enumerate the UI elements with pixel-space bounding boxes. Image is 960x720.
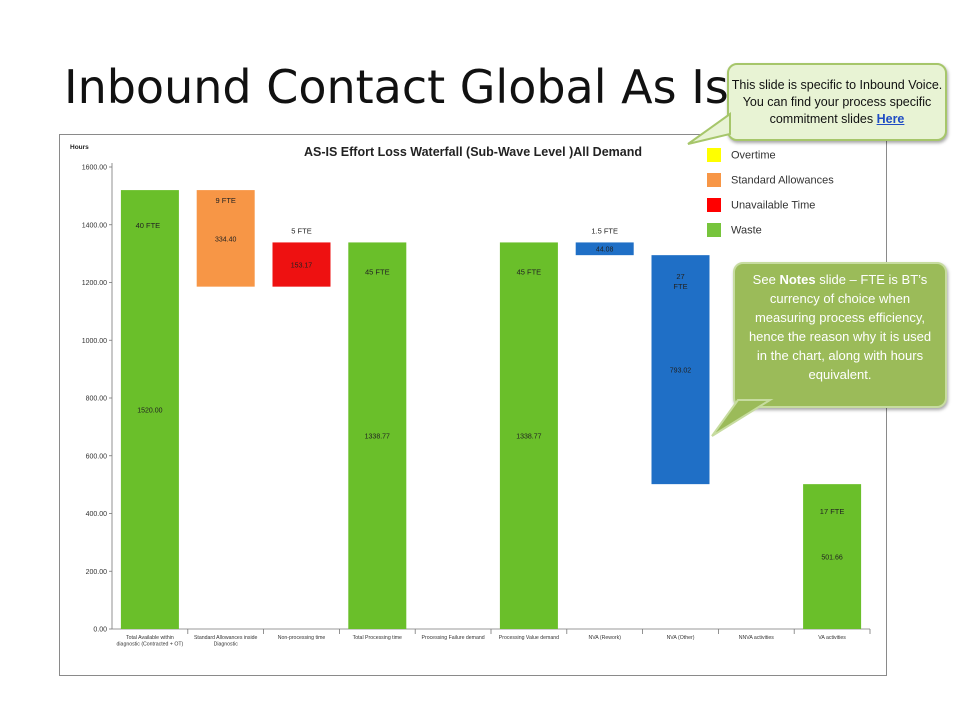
callout-fte-note: See Notes slide – FTE is BT’s currency o… bbox=[733, 262, 947, 408]
x-tick-label-line: NVA (Rework) bbox=[588, 635, 621, 641]
callout-fte-bold: Notes bbox=[779, 272, 816, 287]
bar-10 bbox=[803, 484, 862, 629]
legend-swatch bbox=[707, 198, 721, 212]
slide-title: Inbound Contact Global As Is W bbox=[64, 60, 789, 114]
here-link[interactable]: Here bbox=[876, 112, 905, 126]
bar-7 bbox=[575, 242, 634, 256]
x-tick-label: NVA (Other) bbox=[667, 635, 695, 641]
x-tick-label-line: VA activities bbox=[818, 635, 846, 641]
x-tick-label-line: Processing Value demand bbox=[499, 635, 559, 641]
bar-value-label: 44.08 bbox=[596, 246, 614, 253]
bar-fte-label: 9 FTE bbox=[215, 196, 235, 205]
bar-value-label: 1520.00 bbox=[137, 408, 162, 415]
legend-label: Unavailable Time bbox=[731, 200, 815, 212]
bar-fte-label: 27 bbox=[676, 272, 684, 281]
callout-inbound-voice-text: This slide is specific to Inbound Voice.… bbox=[731, 78, 943, 126]
bar-6 bbox=[499, 242, 558, 629]
x-tick-label-line: Diagnostic bbox=[214, 642, 239, 648]
bar-value-label: 334.40 bbox=[215, 236, 237, 243]
bar-fte-label: 45 FTE bbox=[517, 267, 542, 276]
bar-fte-label: 17 FTE bbox=[820, 507, 845, 516]
bar-fte-label: 1.5 FTE bbox=[591, 226, 618, 235]
x-tick-label: Non-processing time bbox=[278, 635, 326, 641]
x-tick-label: Total Available within diagnostic (Contra… bbox=[117, 635, 184, 648]
y-tick-label: 1200.00 bbox=[82, 280, 107, 287]
x-tick-label-line: Non-processing time bbox=[278, 635, 326, 641]
x-tick-label-line: Standard Allowances inside bbox=[194, 635, 258, 641]
bar-fte-label-unit: FTE bbox=[673, 282, 687, 291]
x-tick-label: NVA (Rework) bbox=[588, 635, 621, 641]
x-tick-label: Total Processing time bbox=[353, 635, 402, 641]
x-tick-label: Standard Allowances inside Diagnostic bbox=[194, 635, 258, 648]
bar-4 bbox=[348, 242, 407, 629]
bar-fte-label: 40 FTE bbox=[136, 221, 161, 230]
chart-svg: AS-IS Effort Loss Waterfall (Sub-Wave Le… bbox=[70, 144, 871, 648]
y-axis-label: Hours bbox=[70, 144, 89, 151]
x-tick-label: Processing Value demand bbox=[499, 635, 559, 641]
y-tick-label: 200.00 bbox=[86, 569, 108, 576]
chart-title: AS-IS Effort Loss Waterfall (Sub-Wave Le… bbox=[304, 145, 642, 159]
bar-2 bbox=[196, 190, 255, 287]
bar-8 bbox=[651, 255, 710, 485]
y-tick-label: 1000.00 bbox=[82, 338, 107, 345]
bar-value-label: 793.02 bbox=[670, 368, 692, 375]
x-tick-label-line: diagnostic (Contracted + OT) bbox=[117, 642, 184, 648]
bar-1 bbox=[120, 190, 179, 629]
x-tick-label-line: NVA (Other) bbox=[667, 635, 695, 641]
bar-value-label: 153.17 bbox=[291, 263, 313, 270]
x-tick-label-line: NNVA activities bbox=[739, 635, 774, 641]
bar-fte-label: 45 FTE bbox=[365, 267, 390, 276]
legend-swatch bbox=[707, 148, 721, 162]
legend-label: Standard Allowances bbox=[731, 175, 834, 187]
y-tick-label: 1400.00 bbox=[82, 222, 107, 229]
callout-fte-text: slide – FTE is BT’s currency of choice w… bbox=[748, 272, 932, 382]
bar-value-label: 1338.77 bbox=[365, 434, 390, 441]
y-tick-label: 400.00 bbox=[86, 511, 108, 518]
y-tick-label: 0.00 bbox=[93, 627, 107, 634]
legend-swatch bbox=[707, 173, 721, 187]
x-tick-label: NNVA activities bbox=[739, 635, 774, 641]
legend-swatch bbox=[707, 223, 721, 237]
x-tick-label-line: Total Available within bbox=[126, 635, 174, 641]
x-tick-label-line: Total Processing time bbox=[353, 635, 402, 641]
y-tick-label: 800.00 bbox=[86, 396, 108, 403]
bar-fte-label: 5 FTE bbox=[291, 226, 311, 235]
x-tick-label-line: Processing Failure demand bbox=[422, 635, 485, 641]
bar-value-label: 501.66 bbox=[821, 555, 843, 562]
callout-inbound-voice: This slide is specific to Inbound Voice.… bbox=[727, 63, 947, 141]
y-tick-label: 600.00 bbox=[86, 453, 108, 460]
bar-value-label: 1338.77 bbox=[516, 434, 541, 441]
bar-3 bbox=[272, 242, 331, 287]
legend-label: Waste bbox=[731, 225, 762, 237]
callout-inbound-voice-tail bbox=[687, 112, 731, 145]
x-tick-label: Processing Failure demand bbox=[422, 635, 485, 641]
x-tick-label: VA activities bbox=[818, 635, 846, 641]
callout-fte-prefix: See bbox=[752, 272, 776, 287]
y-tick-label: 1600.00 bbox=[82, 165, 107, 172]
legend-label: Overtime bbox=[731, 150, 776, 162]
callout-fte-note-tail bbox=[711, 399, 774, 437]
